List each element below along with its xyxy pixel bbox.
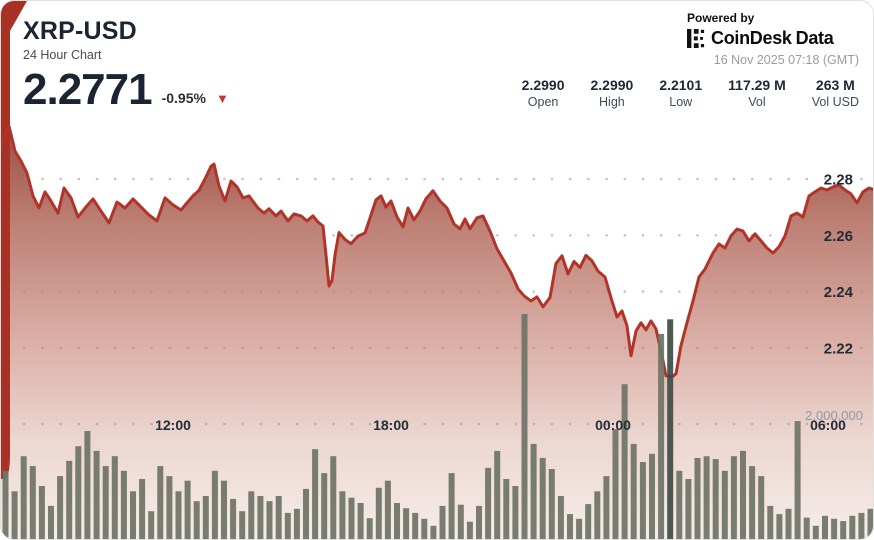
coindesk-logo[interactable]: CoinDesk Data [687,28,859,49]
stat-vol-usd-value: 263 M [815,77,855,93]
volume-bars [2,314,873,539]
stat-low-label: Low [669,95,693,109]
brand-name-coindesk: CoinDesk [711,28,792,48]
down-arrow-icon: ▼ [215,90,229,106]
stat-low-value: 2.2101 [659,77,703,93]
svg-text:2,000,000: 2,000,000 [805,408,863,423]
svg-text:00:00: 00:00 [595,417,631,433]
svg-text:2.24: 2.24 [824,284,854,301]
brand-name-data: Data [795,28,834,48]
price-change-percent: -0.95% [161,89,206,106]
coindesk-icon [687,29,705,48]
price-area-fill [1,126,873,539]
stat-open-label: Open [527,95,559,109]
timestamp: 16 Nov 2025 07:18 (GMT) [713,53,859,67]
header-right: Powered by CoinDesk Data 16 Nov 2025 07:… [687,11,859,67]
powered-by-label: Powered by [687,11,755,25]
stat-vol-usd: 263 M Vol USD [812,77,859,109]
stats-row: 2.2990 Open 2.2990 High 2.2101 Low 117.2… [522,77,859,109]
header-left: XRP-USD 24 Hour Chart 2.2771 -0.95% ▼ [23,17,229,111]
symbol-title: XRP-USD [23,17,137,45]
svg-text:2.28: 2.28 [824,172,853,189]
stat-high-value: 2.2990 [590,77,634,93]
svg-text:2.22: 2.22 [824,340,853,357]
svg-text:06:00: 06:00 [810,417,846,433]
price-row: 2.2771 -0.95% ▼ [23,65,229,114]
svg-text:2.26: 2.26 [824,228,853,245]
stat-vol-label: Vol [748,95,766,109]
axis-labels: 2,000,000 2.28 2.26 2.24 2.22 12:00 18:00 00:00… [155,172,863,434]
svg-text:18:00: 18:00 [373,417,409,433]
chart-subtitle: 24 Hour Chart [23,48,102,62]
stat-open-value: 2.2990 [521,77,565,93]
stat-open: 2.2990 Open [522,77,565,109]
price-line [1,124,873,379]
stat-high: 2.2990 High [590,77,633,109]
stat-vol: 117.29 M Vol [728,77,786,109]
stat-vol-usd-label: Vol USD [811,95,859,109]
stat-high-label: High [599,95,625,109]
stat-low: 2.2101 Low [659,77,702,109]
last-price: 2.2771 [23,65,153,114]
svg-text:12:00: 12:00 [155,417,191,433]
left-edge-accent [1,1,27,479]
stat-vol-value: 117.29 M [728,77,786,93]
